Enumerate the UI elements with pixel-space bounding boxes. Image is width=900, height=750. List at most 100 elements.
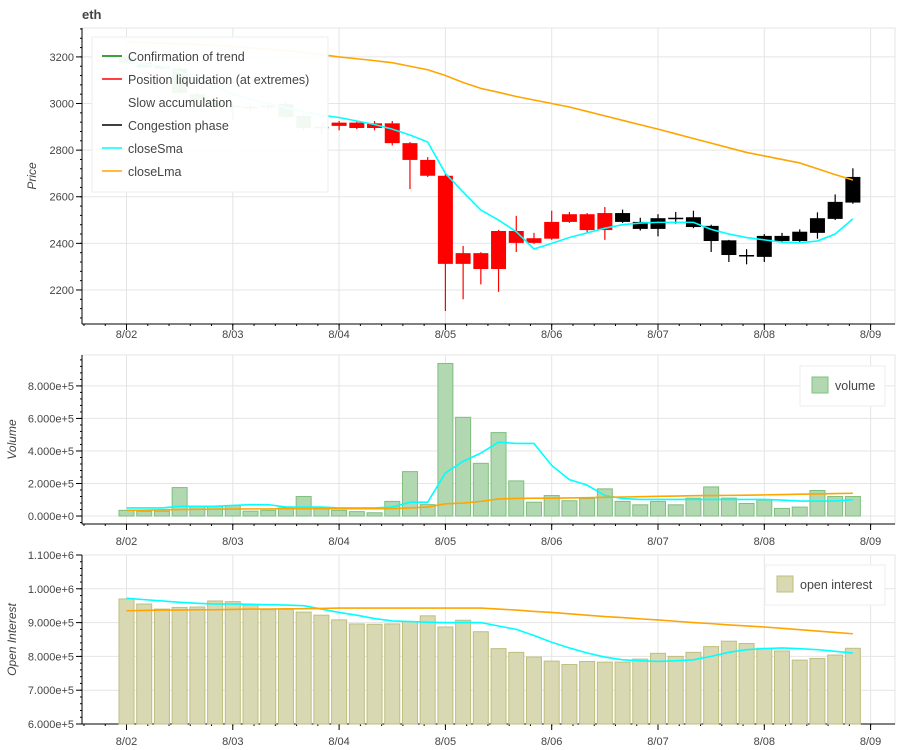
volume-bar — [313, 507, 330, 517]
x-tick-label: 8/04 — [328, 329, 349, 341]
y-axis-label: Volume — [5, 419, 19, 460]
candle-congestion — [827, 194, 843, 221]
candle-body — [491, 231, 507, 269]
candle-liquidation — [526, 232, 542, 244]
legend-label: closeSma — [128, 142, 183, 156]
volume-legend: volume — [799, 365, 886, 407]
open-interest-bar — [224, 601, 241, 725]
volume-bar — [277, 507, 294, 517]
x-tick-label: 8/06 — [541, 736, 562, 748]
volume-bar — [650, 500, 666, 517]
volume-bar — [153, 510, 170, 517]
candle-body — [508, 231, 524, 243]
candle-liquidation — [437, 173, 453, 311]
candle-body — [668, 217, 684, 220]
volume-bar — [791, 506, 808, 517]
open-interest-bar — [136, 603, 153, 725]
y-axis-label: Price — [25, 162, 39, 190]
open-interest-bar — [809, 657, 826, 725]
x-tick-label: 8/07 — [647, 329, 668, 341]
volume-panel: 8/02 8/03 8/04 8/05 8/06 8/07 8/08 8/09 0.000e+0… — [5, 354, 896, 548]
candle-body — [774, 235, 790, 242]
open-interest-bar — [827, 654, 844, 725]
candle-liquidation — [384, 120, 400, 146]
volume-bar — [561, 500, 578, 517]
volume-bar — [543, 495, 560, 517]
candle-body — [632, 221, 648, 229]
candle-liquidation — [455, 245, 471, 300]
candle-body — [420, 159, 436, 176]
y-tick-label: 9.000e+5 — [28, 618, 74, 630]
y-tick-label: 1.100e+6 — [28, 550, 74, 562]
volume-bar — [189, 505, 206, 517]
x-tick-label: 8/06 — [541, 536, 562, 548]
open-interest-bar — [738, 643, 755, 725]
open-interest-bar — [508, 651, 525, 725]
volume-bar — [738, 503, 755, 517]
open-interest-legend: open interest — [764, 564, 886, 606]
volume-bar — [224, 504, 241, 517]
x-tick-label: 8/09 — [860, 736, 881, 748]
volume-bar — [720, 497, 737, 517]
volume-bar — [366, 512, 383, 517]
candle-congestion — [809, 212, 825, 239]
volume-bar — [242, 510, 259, 517]
candle-congestion — [650, 214, 666, 237]
volume-bar — [207, 505, 224, 517]
open-interest-bar — [171, 606, 188, 725]
open-interest-bar — [384, 623, 401, 725]
volume-bar — [774, 507, 791, 517]
x-tick-label: 8/03 — [222, 736, 243, 748]
candle-congestion — [615, 209, 631, 223]
volume-bar — [844, 496, 861, 517]
x-tick-label: 8/05 — [435, 536, 456, 548]
open-interest-bar — [419, 615, 436, 725]
open-interest-panel: 8/02 8/03 8/04 8/05 8/06 8/07 8/08 8/09 6.000e+5… — [5, 550, 896, 748]
open-interest-bar — [543, 660, 560, 725]
open-interest-bar — [703, 646, 720, 725]
open-interest-bar — [667, 655, 684, 725]
volume-bar — [525, 501, 542, 517]
x-tick-label: 8/08 — [754, 736, 775, 748]
x-tick-label: 8/07 — [647, 736, 668, 748]
open-interest-bar — [596, 661, 613, 725]
volume-bar — [809, 489, 826, 517]
open-interest-bar — [153, 608, 170, 725]
legend-label: Confirmation of trend — [128, 50, 245, 64]
candle-body — [367, 123, 383, 128]
open-interest-bar — [401, 621, 418, 725]
volume-bar — [472, 462, 489, 517]
open-interest-bar — [366, 623, 383, 725]
legend-label: Position liquidation (at extremes) — [128, 73, 309, 87]
x-tick-label: 8/08 — [754, 329, 775, 341]
price-panel: 8/02 8/03 8/04 8/05 8/06 8/07 8/08 8/09 2200 2400… — [25, 27, 896, 341]
legend-item: closeSma — [102, 142, 183, 156]
volume-bar — [401, 471, 418, 517]
x-tick-label: 8/02 — [116, 736, 137, 748]
y-tick-label: 8.000e+5 — [28, 381, 74, 393]
y-tick-label: 3000 — [50, 99, 74, 111]
open-interest-bar — [756, 647, 773, 725]
volume-bar — [331, 509, 348, 517]
x-tick-label: 8/06 — [541, 329, 562, 341]
volume-bar — [685, 497, 702, 517]
volume-bar — [171, 487, 188, 517]
y-tick-label: 4.000e+5 — [28, 446, 74, 458]
x-tick-label: 8/03 — [222, 536, 243, 548]
volume-bar — [827, 496, 844, 517]
volume-bar — [260, 509, 277, 517]
volume-bar — [579, 497, 596, 517]
y-axis-label: Open Interest — [5, 602, 19, 675]
y-tick-label: 2200 — [50, 285, 74, 297]
open-interest-bar — [650, 652, 666, 725]
y-tick-label: 2400 — [50, 238, 74, 250]
candle-liquidation — [597, 206, 613, 240]
open-interest-bar — [472, 631, 489, 725]
open-interest-bar — [331, 619, 348, 725]
candle-congestion — [721, 239, 737, 263]
candle-congestion — [632, 217, 648, 231]
open-interest-bar — [260, 609, 277, 725]
candle-liquidation — [420, 157, 436, 177]
open-interest-bar — [579, 660, 596, 725]
volume-bar — [118, 509, 135, 517]
